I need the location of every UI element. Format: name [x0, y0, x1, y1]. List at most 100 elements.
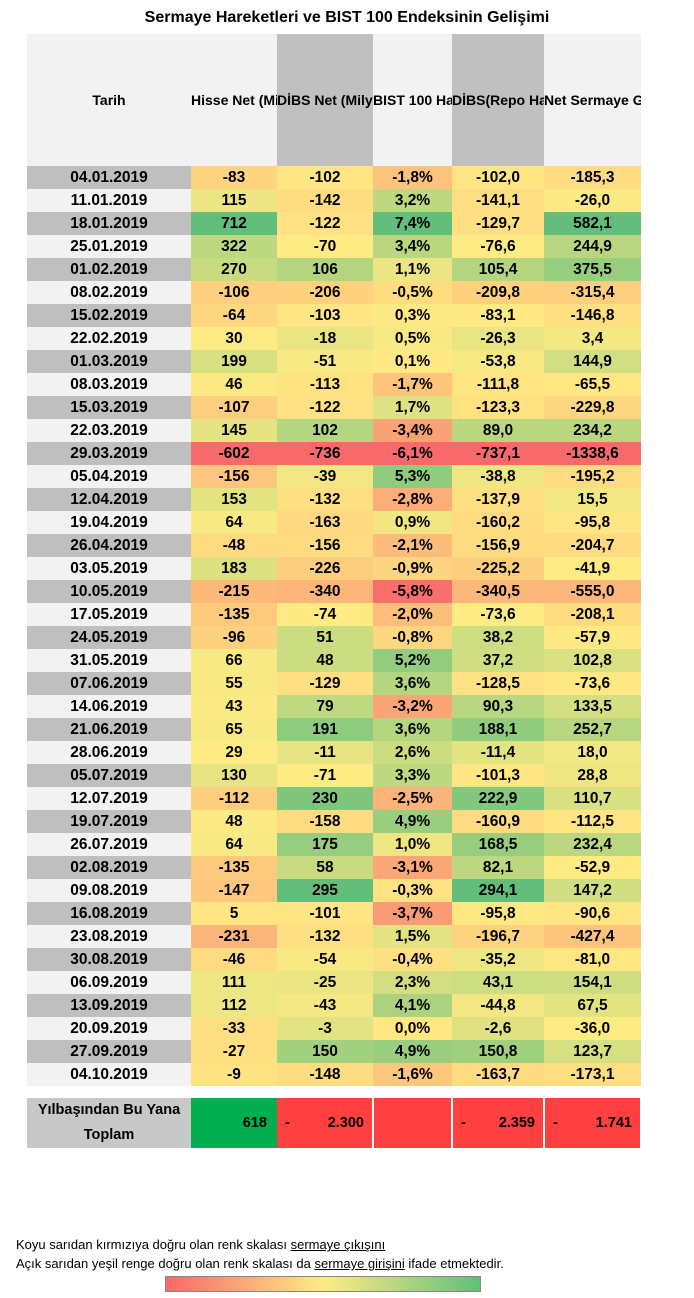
cell-bist100-change: -0,9%: [373, 557, 452, 580]
cell-bist100-change: -0,8%: [373, 626, 452, 649]
cell-date: 08.03.2019: [27, 373, 191, 396]
cell-bist100-change: -0,3%: [373, 879, 452, 902]
totals-bist-empty: [373, 1098, 453, 1148]
cell-bond-net: -103: [277, 304, 373, 327]
table-row: 22.02.2019 30 -18 0,5% -26,3 3,4: [27, 327, 641, 350]
cell-date: 15.03.2019: [27, 396, 191, 419]
cell-bist100-change: 3,2%: [373, 189, 452, 212]
totals-net-sign: -: [553, 1114, 558, 1131]
cell-bond-ex-repo: 150,8: [452, 1040, 544, 1063]
cell-bond-net: -113: [277, 373, 373, 396]
cell-equity-net: 46: [191, 373, 277, 396]
cell-bist100-change: 1,7%: [373, 396, 452, 419]
cell-bond-net: 102: [277, 419, 373, 442]
cell-bond-net: -74: [277, 603, 373, 626]
cell-equity-net: 55: [191, 672, 277, 695]
cell-bond-net: -39: [277, 465, 373, 488]
table-row: 23.08.2019 -231 -132 1,5% -196,7 -427,4: [27, 925, 641, 948]
cell-net-flow: -36,0: [544, 1017, 641, 1040]
table-title: Sermaye Hareketleri ve BIST 100 Endeksin…: [144, 9, 550, 26]
cell-net-flow: -73,6: [544, 672, 641, 695]
cell-net-flow: 3,4: [544, 327, 641, 350]
cell-bond-net: -122: [277, 212, 373, 235]
cell-bond-ex-repo: 43,1: [452, 971, 544, 994]
totals-equity-net: 618: [191, 1098, 277, 1148]
cell-bond-net: -3: [277, 1017, 373, 1040]
cell-bist100-change: -1,6%: [373, 1063, 452, 1086]
cell-equity-net: -46: [191, 948, 277, 971]
cell-date: 09.08.2019: [27, 879, 191, 902]
cell-bist100-change: -3,4%: [373, 419, 452, 442]
cell-bond-ex-repo: -137,9: [452, 488, 544, 511]
cell-bist100-change: 4,9%: [373, 810, 452, 833]
cell-date: 02.08.2019: [27, 856, 191, 879]
cell-bond-ex-repo: 105,4: [452, 258, 544, 281]
header-equity-net: Hisse Net (Milyon USD ): [191, 34, 277, 166]
note-inflow-term: sermaye girişini: [314, 1256, 405, 1271]
cell-bond-net: -18: [277, 327, 373, 350]
cell-bond-net: 150: [277, 1040, 373, 1063]
cell-net-flow: 144,9: [544, 350, 641, 373]
header-bond-ex-repo: DİBS(Repo Hariç, Net Değişim, Milyon USD…: [452, 34, 544, 166]
cell-bist100-change: 4,1%: [373, 994, 452, 1017]
cell-bond-ex-repo: -111,8: [452, 373, 544, 396]
table-row: 14.06.2019 43 79 -3,2% 90,3 133,5: [27, 695, 641, 718]
cell-bist100-change: -6,1%: [373, 442, 452, 465]
cell-bist100-change: 0,5%: [373, 327, 452, 350]
cell-equity-net: 29: [191, 741, 277, 764]
cell-date: 16.08.2019: [27, 902, 191, 925]
cell-bond-net: 106: [277, 258, 373, 281]
cell-bond-net: -54: [277, 948, 373, 971]
spacer: [27, 1086, 641, 1098]
cell-bist100-change: 3,3%: [373, 764, 452, 787]
cell-net-flow: -90,6: [544, 902, 641, 925]
cell-date: 22.02.2019: [27, 327, 191, 350]
cell-bond-ex-repo: -2,6: [452, 1017, 544, 1040]
cell-equity-net: 322: [191, 235, 277, 258]
cell-date: 30.08.2019: [27, 948, 191, 971]
cell-bond-ex-repo: -163,7: [452, 1063, 544, 1086]
cell-bond-net: -158: [277, 810, 373, 833]
cell-bist100-change: 0,1%: [373, 350, 452, 373]
cell-date: 11.01.2019: [27, 189, 191, 212]
header-bond-net: DİBS Net (Milyon USD): [277, 34, 373, 166]
cell-equity-net: -48: [191, 534, 277, 557]
totals-row: Yılbaşından Bu Yana Toplam 618 - 2.300 - 2…: [27, 1098, 642, 1148]
cell-equity-net: 111: [191, 971, 277, 994]
cell-bond-net: -71: [277, 764, 373, 787]
cell-net-flow: 147,2: [544, 879, 641, 902]
cell-bond-ex-repo: 37,2: [452, 649, 544, 672]
table-row: 27.09.2019 -27 150 4,9% 150,8 123,7: [27, 1040, 641, 1063]
cell-equity-net: 115: [191, 189, 277, 212]
cell-bond-ex-repo: 82,1: [452, 856, 544, 879]
cell-bist100-change: 2,6%: [373, 741, 452, 764]
table-row: 15.02.2019 -64 -103 0,3% -83,1 -146,8: [27, 304, 641, 327]
cell-net-flow: 244,9: [544, 235, 641, 258]
legend-note-outflow: Koyu sarıdan kırmızıya doğru olan renk s…: [16, 1236, 686, 1254]
cell-bist100-change: 3,6%: [373, 672, 452, 695]
cell-equity-net: -64: [191, 304, 277, 327]
cell-net-flow: -146,8: [544, 304, 641, 327]
note-outflow-term: sermaye çıkışını: [290, 1237, 386, 1252]
cell-bist100-change: -1,8%: [373, 166, 452, 189]
color-scale-bar: [165, 1276, 481, 1292]
cell-bond-ex-repo: -196,7: [452, 925, 544, 948]
cell-date: 31.05.2019: [27, 649, 191, 672]
note-inflow-suffix: ifade etmektedir.: [408, 1256, 504, 1271]
cell-net-flow: 18,0: [544, 741, 641, 764]
table-row: 13.09.2019 112 -43 4,1% -44,8 67,5: [27, 994, 641, 1017]
table-row: 09.08.2019 -147 295 -0,3% 294,1 147,2: [27, 879, 641, 902]
cell-net-flow: 252,7: [544, 718, 641, 741]
table-row: 07.06.2019 55 -129 3,6% -128,5 -73,6: [27, 672, 641, 695]
cell-equity-net: 153: [191, 488, 277, 511]
cell-equity-net: -83: [191, 166, 277, 189]
header-row: Tarih Hisse Net (Milyon USD ) DİBS Net (…: [27, 34, 641, 166]
table-row: 04.10.2019 -9 -148 -1,6% -163,7 -173,1: [27, 1063, 641, 1086]
cell-bond-net: -156: [277, 534, 373, 557]
note-outflow-text: Koyu sarıdan kırmızıya doğru olan renk s…: [16, 1237, 287, 1252]
cell-date: 28.06.2019: [27, 741, 191, 764]
table-row: 26.07.2019 64 175 1,0% 168,5 232,4: [27, 833, 641, 856]
cell-net-flow: 15,5: [544, 488, 641, 511]
cell-bist100-change: -2,0%: [373, 603, 452, 626]
capital-flows-table: Tarih Hisse Net (Milyon USD ) DİBS Net (…: [27, 34, 642, 1148]
